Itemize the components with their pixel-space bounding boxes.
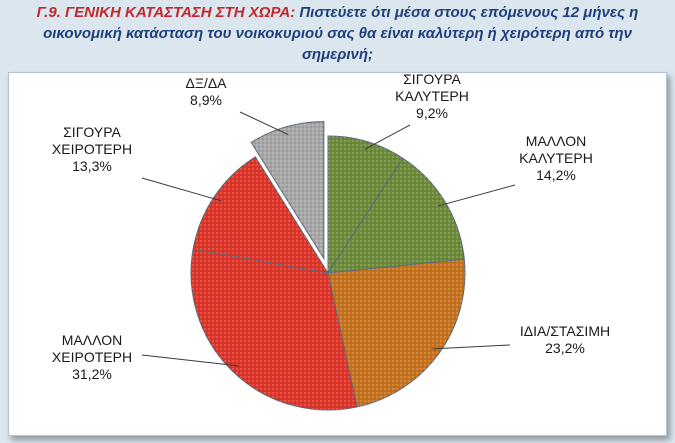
slice-label: ΙΔΙΑ/ΣΤΑΣΙΜΗ 23,2% (520, 323, 610, 356)
slice-value-label: 9,2% (416, 105, 448, 121)
leader-line (438, 185, 515, 206)
slice-category-label: ΧΕΙΡΟΤΕΡΗ (52, 141, 132, 157)
slice-category-label: ΔΞ/ΔΑ (185, 75, 227, 91)
leader-line (365, 125, 410, 149)
slice-label: ΣΙΓΟΥΡΑ ΧΕΙΡΟΤΕΡΗ 13,3% (52, 124, 132, 174)
slice-label: ΜΑΛΛΟΝ ΚΑΛΥΤΕΡΗ 14,2% (519, 133, 593, 183)
slice-category-label: ΙΔΙΑ/ΣΤΑΣΙΜΗ (520, 323, 610, 339)
slice-label: ΣΙΓΟΥΡΑ ΚΑΛΥΤΕΡΗ 9,2% (395, 71, 469, 121)
slice-category-label: ΚΑΛΥΤΕΡΗ (395, 88, 469, 104)
leader-line (142, 178, 221, 201)
slice-category-label: ΜΑΛΛΟΝ (62, 332, 122, 348)
leader-line (240, 112, 288, 135)
slice-category-label: ΣΙΓΟΥΡΑ (403, 71, 461, 87)
slice-label: ΜΑΛΛΟΝ ΧΕΙΡΟΤΕΡΗ 31,2% (52, 332, 132, 382)
slice-label: ΔΞ/ΔΑ 8,9% (185, 75, 227, 108)
slice-category-label: ΚΑΛΥΤΕΡΗ (519, 150, 593, 166)
slice-value-label: 13,3% (72, 158, 112, 174)
slice-category-label: ΣΙΓΟΥΡΑ (63, 124, 121, 140)
slice-category-label: ΜΑΛΛΟΝ (526, 133, 586, 149)
slice-value-label: 23,2% (545, 340, 585, 356)
slice-value-label: 8,9% (190, 92, 222, 108)
slice-value-label: 31,2% (72, 366, 112, 382)
slice-value-label: 14,2% (536, 167, 576, 183)
slice-category-label: ΧΕΙΡΟΤΕΡΗ (52, 349, 132, 365)
